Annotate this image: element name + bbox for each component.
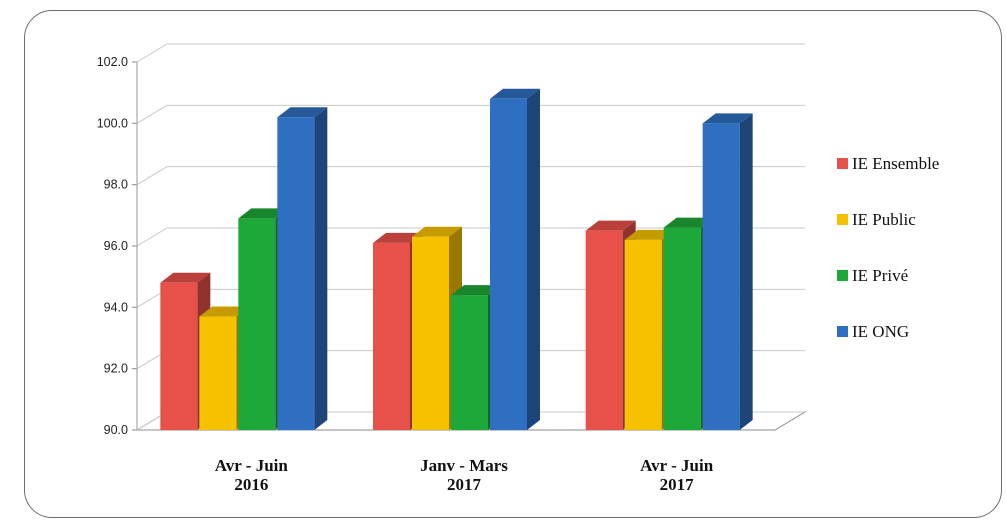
legend-swatch-ie-ensemble bbox=[837, 158, 848, 169]
bar-ie-ensemble bbox=[373, 242, 410, 430]
bar-ie-priv- bbox=[451, 295, 488, 430]
bar-side-ie-ong bbox=[739, 113, 753, 430]
bar-top-ie-public bbox=[412, 226, 462, 237]
legend-swatch-ie-public bbox=[837, 214, 848, 225]
bar-top-ie-ensemble bbox=[373, 232, 423, 243]
bar-ie-public bbox=[624, 239, 662, 430]
bar-top-ie-public bbox=[624, 229, 675, 240]
bar-top-ie-priv- bbox=[663, 217, 714, 228]
legend: IE Ensemble IE Public IE Privé IE ONG bbox=[837, 154, 939, 341]
y-tick-label: 96.0 bbox=[104, 239, 128, 253]
gridline-diagonal bbox=[136, 104, 168, 124]
legend-label-ie-public: IE Public bbox=[852, 210, 916, 229]
y-tick-label: 94.0 bbox=[104, 300, 128, 314]
bar-top-ie-priv- bbox=[451, 285, 501, 296]
bars bbox=[160, 88, 753, 431]
bar-side-ie-ong bbox=[527, 88, 540, 431]
y-tick-label: 98.0 bbox=[104, 178, 128, 192]
y-tick-label: 90.0 bbox=[104, 423, 128, 437]
gridline-diagonal bbox=[136, 43, 168, 63]
legend-swatch-ie-priv- bbox=[837, 270, 848, 281]
bar-ie-public bbox=[412, 236, 449, 430]
y-tick-label: 100.0 bbox=[97, 116, 128, 130]
bar-ie-priv- bbox=[238, 218, 276, 430]
bar-ie-ensemble bbox=[160, 282, 198, 430]
legend-label-ie-ong: IE ONG bbox=[852, 322, 909, 341]
bar-top-ie-priv- bbox=[238, 208, 289, 219]
bar-ie-priv- bbox=[663, 227, 701, 430]
x-category-label: Avr - Juin bbox=[640, 456, 714, 475]
x-category-label: 2017 bbox=[660, 475, 695, 494]
bar-top-ie-ensemble bbox=[585, 220, 636, 231]
legend-label-ie-ensemble: IE Ensemble bbox=[852, 154, 939, 173]
bar-top-ie-public bbox=[199, 306, 250, 317]
bar-ie-ong bbox=[702, 123, 740, 430]
legend-swatch-ie-ong bbox=[837, 326, 848, 337]
y-tick-label: 102.0 bbox=[97, 55, 128, 69]
bar-ie-ong bbox=[277, 117, 315, 430]
bar-side-ie-ong bbox=[314, 107, 328, 430]
y-tick-label: 92.0 bbox=[104, 362, 128, 376]
bar-top-ie-ensemble bbox=[160, 272, 211, 283]
x-category-label: 2016 bbox=[234, 475, 268, 494]
bar-top-ie-ong bbox=[277, 107, 328, 118]
x-category-label: Avr - Juin bbox=[215, 456, 289, 475]
gridline-diagonal bbox=[136, 227, 168, 247]
gridline-diagonal bbox=[136, 166, 168, 186]
bar-top-ie-ong bbox=[702, 113, 753, 124]
x-category-label: 2017 bbox=[447, 475, 482, 494]
legend-label-ie-priv-: IE Privé bbox=[852, 266, 908, 285]
bar-ie-public bbox=[199, 316, 237, 430]
bar-top-ie-ong bbox=[490, 88, 540, 99]
bar-ie-ensemble bbox=[585, 230, 623, 430]
y-axis-tick-labels: 90.0 92.0 94.0 96.0 98.0 100.0 102.0 bbox=[97, 55, 128, 437]
bar-ie-ong bbox=[490, 98, 527, 431]
x-category-label: Janv - Mars bbox=[420, 456, 508, 475]
